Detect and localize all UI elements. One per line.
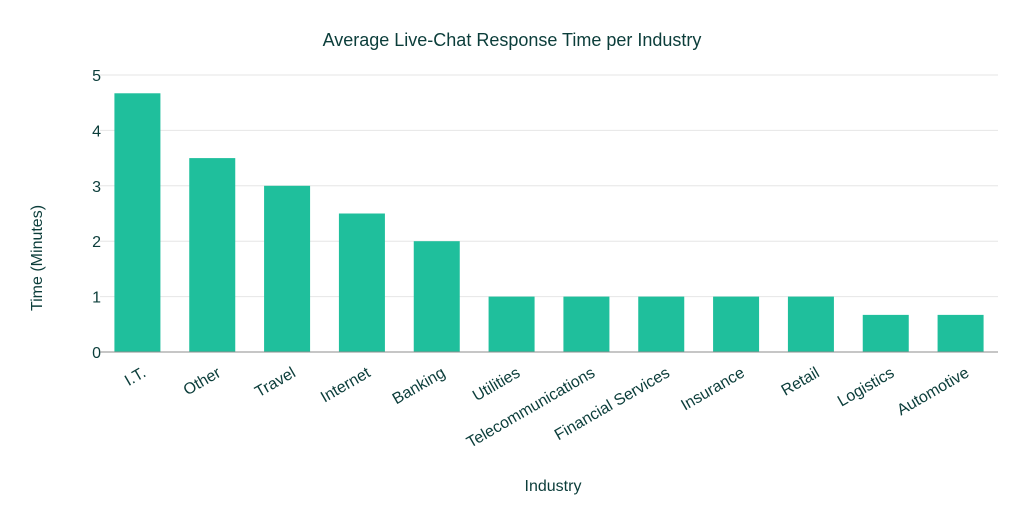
x-tick-label: Retail	[779, 364, 823, 399]
x-tick-label: Travel	[252, 364, 298, 401]
bar	[189, 158, 236, 352]
bar	[787, 296, 834, 352]
x-tick-label: Telecommunications	[464, 364, 598, 451]
x-tick-label: I.T.	[122, 364, 149, 389]
x-tick-label: Other	[181, 364, 225, 399]
bar	[862, 314, 909, 352]
bar	[488, 296, 535, 352]
x-tick-label: Banking	[390, 364, 449, 408]
bar	[338, 213, 385, 352]
x-tick-label: Logistics	[835, 364, 897, 410]
y-tick-label: 1	[92, 290, 101, 307]
x-tick-label: Automotive	[894, 364, 972, 419]
y-tick-label: 5	[92, 68, 101, 85]
y-axis-title: Time (Minutes)	[29, 205, 46, 311]
bar	[937, 314, 984, 352]
bar	[713, 296, 760, 352]
y-tick-label: 0	[92, 345, 101, 362]
bar	[114, 93, 161, 353]
chart-title: Average Live-Chat Response Time per Indu…	[323, 30, 702, 50]
y-axis-ticks: 0 1 2 3 4 5	[92, 68, 101, 362]
bar	[638, 296, 685, 352]
x-tick-label: Insurance	[678, 364, 747, 414]
bar	[264, 185, 311, 352]
bar	[413, 241, 460, 352]
x-axis-title: Industry	[525, 478, 582, 495]
x-axis-ticks: I.T. Other Travel Internet Banking UtilitiesT…	[122, 364, 972, 452]
y-tick-label: 2	[92, 234, 101, 251]
x-tick-label: Utilities	[470, 364, 523, 405]
x-tick-label: Internet	[318, 364, 374, 406]
y-tick-label: 3	[92, 179, 101, 196]
gridlines	[100, 74, 998, 298]
y-tick-label: 4	[92, 123, 101, 140]
bar	[563, 296, 610, 352]
bars	[114, 93, 984, 353]
